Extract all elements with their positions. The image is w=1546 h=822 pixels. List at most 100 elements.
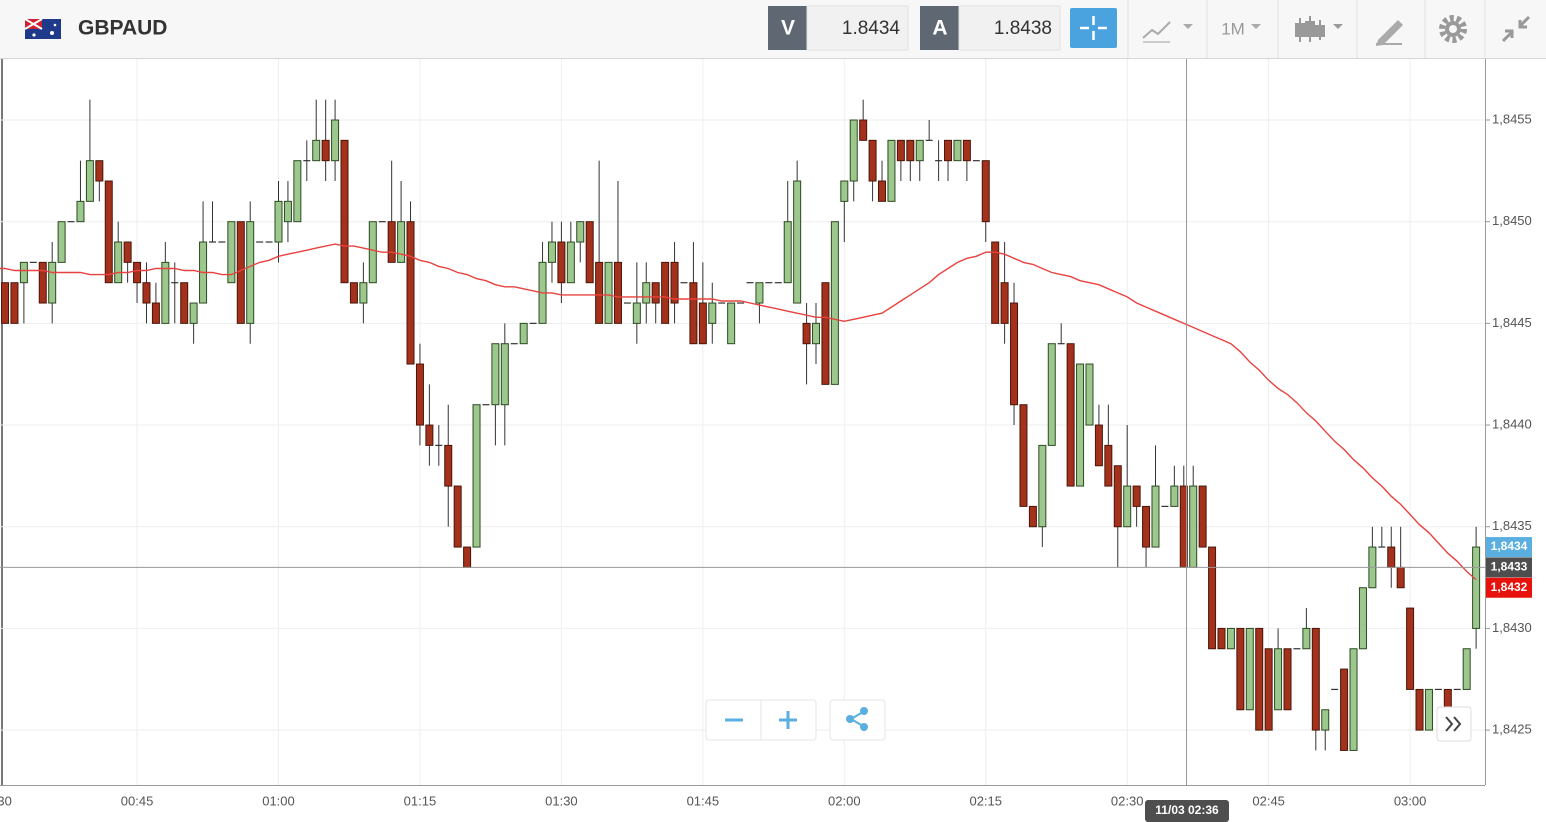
bid-box[interactable]: [806, 5, 909, 51]
candle-body: [708, 302, 717, 324]
drawing-tools-button[interactable]: [1376, 20, 1403, 46]
x-tick-label: 00:45: [121, 793, 154, 808]
candle-body: [595, 261, 604, 324]
x-tick-label: 03:00: [1394, 793, 1427, 808]
bid-badge[interactable]: [768, 6, 807, 50]
candle-body: [1047, 343, 1056, 446]
candle-body: [1236, 627, 1245, 711]
candle-body: [463, 546, 472, 568]
y-tick-label: 1,8440: [1492, 416, 1532, 431]
candle-body: [1245, 627, 1254, 711]
candle-body: [1113, 465, 1122, 528]
candle-body: [519, 322, 528, 345]
x-tick-label: 01:00: [262, 793, 295, 808]
candle-body: [783, 221, 792, 284]
chart-type-button[interactable]: [1142, 21, 1193, 43]
candle-body: [840, 180, 849, 202]
candle-body: [1406, 607, 1415, 690]
candle-body: [642, 282, 651, 304]
timeframe[interactable]: 1M: [1221, 19, 1245, 38]
candle-body: [906, 139, 915, 162]
candle-body: [698, 302, 707, 345]
candle-body: [500, 343, 509, 406]
zoom-in-button[interactable]: [779, 711, 797, 729]
crosshair-x-label: 11/03 02:36: [1155, 803, 1219, 817]
candle-body: [453, 485, 462, 548]
candle-body: [1038, 444, 1047, 528]
candle-body: [604, 261, 613, 324]
candle-body: [180, 282, 189, 324]
candle-body: [1226, 627, 1235, 650]
symbol: GBPAUD: [78, 17, 167, 40]
candle-body: [802, 322, 811, 345]
candle-body: [321, 139, 330, 162]
candle-body: [142, 282, 151, 304]
price-tag: [1486, 537, 1532, 558]
candle-body: [689, 282, 698, 345]
flag-icon: [24, 18, 61, 39]
candle-body: [896, 139, 905, 162]
candle-body: [991, 241, 1000, 324]
candle-body: [1189, 485, 1198, 568]
candle-body: [1104, 444, 1113, 487]
candle-body: [1217, 627, 1226, 650]
candle-body: [38, 261, 47, 304]
candle-body: [1010, 302, 1019, 406]
candle-body: [1198, 485, 1207, 548]
candle-body: [1387, 546, 1396, 568]
ask-badge[interactable]: [920, 6, 959, 50]
price-tag-label: 1,8434: [1491, 539, 1528, 553]
candle-body: [878, 180, 887, 202]
candle-body: [1358, 587, 1367, 650]
candle-body: [1066, 343, 1075, 487]
candle-body: [359, 282, 368, 304]
candle-body: [472, 404, 481, 548]
ask-label: A: [932, 17, 947, 40]
x-tick-label: 01:30: [545, 793, 578, 808]
settings-button[interactable]: [1439, 15, 1467, 43]
candle-body: [632, 302, 641, 324]
candle-body: [887, 139, 896, 202]
candle-body: [755, 282, 764, 304]
price-tags: 1,8432 1,8434 1,8433: [1486, 537, 1532, 598]
candle-body: [95, 160, 104, 182]
candle-body: [491, 343, 500, 406]
zoom-controls: [705, 699, 886, 741]
candle-body: [283, 200, 292, 223]
ask-box[interactable]: [958, 5, 1061, 51]
moving-average-line: [0, 243, 1477, 581]
candle-body: [227, 221, 236, 284]
candle-body: [368, 221, 377, 284]
price-tag: [1486, 577, 1532, 598]
candle-body: [812, 322, 821, 345]
collapse-button[interactable]: [1501, 15, 1531, 43]
candle-body: [1264, 648, 1273, 731]
candle-body: [1132, 485, 1141, 507]
candle-body: [133, 261, 142, 284]
candle-body: [868, 139, 877, 182]
plot-area: [0, 99, 1485, 751]
candle-body: [613, 261, 622, 324]
y-tick-label: 1,8450: [1492, 213, 1532, 228]
candle-body: [1085, 363, 1094, 426]
candle-style-button[interactable]: [1295, 16, 1343, 42]
candle-body: [397, 221, 406, 263]
candle-body: [1094, 424, 1103, 467]
share-button[interactable]: [829, 699, 886, 741]
candle-body: [189, 302, 198, 324]
y-tick-label: 1,8455: [1492, 111, 1532, 126]
candle-body: [246, 221, 255, 324]
candle-body: [293, 160, 302, 223]
candle-body: [576, 221, 585, 243]
candle-body: [331, 119, 340, 162]
toolbar-separators: [1127, 0, 1486, 58]
candle-body: [274, 200, 283, 243]
bid-price: 1.8434: [842, 18, 901, 39]
crosshair-button[interactable]: [1070, 8, 1117, 48]
candle-body: [585, 221, 594, 284]
scroll-to-end-button[interactable]: [1436, 706, 1472, 742]
y-tick-label: 1,8435: [1492, 518, 1532, 533]
candle-body: [1462, 648, 1471, 690]
candle-body: [104, 180, 113, 284]
candle-body: [123, 241, 132, 263]
